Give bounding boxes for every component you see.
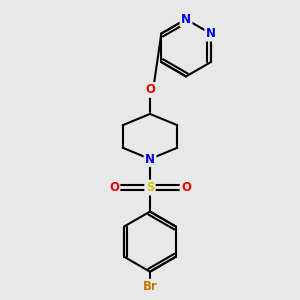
Text: N: N bbox=[181, 13, 191, 26]
Text: Br: Br bbox=[142, 280, 158, 293]
Text: O: O bbox=[181, 181, 191, 194]
Text: S: S bbox=[146, 181, 154, 194]
Text: N: N bbox=[206, 27, 216, 40]
Text: O: O bbox=[109, 181, 119, 194]
Text: O: O bbox=[145, 83, 155, 96]
Text: N: N bbox=[145, 152, 155, 166]
